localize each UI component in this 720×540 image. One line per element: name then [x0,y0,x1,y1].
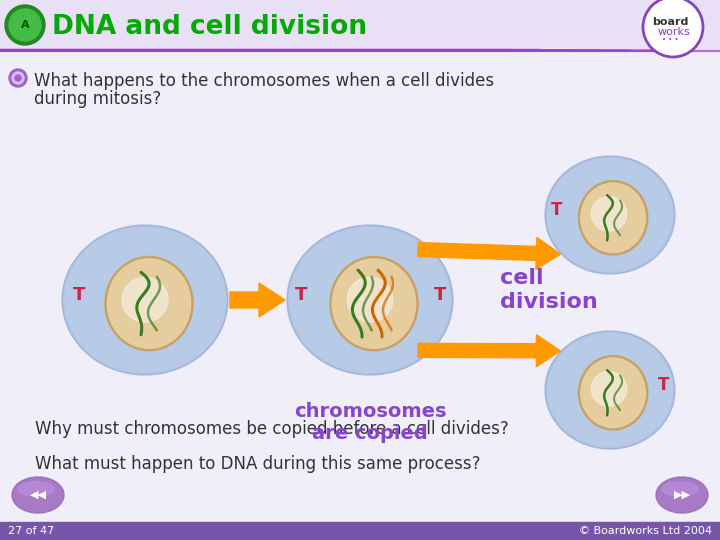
Circle shape [9,9,41,41]
Circle shape [9,69,27,87]
Ellipse shape [662,482,698,496]
Text: A: A [21,20,30,30]
Text: cell
division: cell division [500,268,598,312]
Text: T: T [551,201,562,219]
Text: works: works [657,27,690,37]
Circle shape [5,5,45,45]
FancyArrow shape [230,283,285,317]
Ellipse shape [18,482,54,496]
Ellipse shape [545,156,675,274]
Ellipse shape [122,277,168,322]
Ellipse shape [330,256,418,351]
Bar [0,522,720,540]
FancyArrow shape [418,238,560,269]
Text: T: T [434,286,446,304]
Ellipse shape [12,477,64,513]
Text: • • •: • • • [662,37,678,43]
Text: during mitosis?: during mitosis? [34,90,161,108]
Ellipse shape [347,277,393,322]
Ellipse shape [578,180,648,255]
Text: chromosomes
are copied: chromosomes are copied [294,402,446,443]
Ellipse shape [333,259,415,348]
Ellipse shape [107,259,191,348]
Ellipse shape [591,372,627,406]
Bar [0,0,720,52]
Circle shape [15,75,21,81]
Text: T: T [658,376,670,394]
Ellipse shape [545,331,675,449]
Text: What happens to the chromosomes when a cell divides: What happens to the chromosomes when a c… [34,72,494,90]
Text: ▶▶: ▶▶ [673,490,690,500]
Text: © Boardworks Ltd 2004: © Boardworks Ltd 2004 [579,526,712,536]
Ellipse shape [290,228,450,372]
Ellipse shape [62,225,228,375]
Ellipse shape [105,256,193,351]
Text: T: T [295,286,307,304]
Ellipse shape [656,477,708,513]
FancyArrow shape [418,335,560,367]
Text: DNA and cell division: DNA and cell division [52,14,367,40]
Ellipse shape [548,334,672,446]
Circle shape [643,0,703,57]
Text: board: board [652,17,688,27]
Text: ◀◀: ◀◀ [30,490,47,500]
Ellipse shape [578,355,648,430]
Ellipse shape [581,183,645,253]
Text: T: T [73,286,86,304]
Ellipse shape [287,225,453,375]
Text: Why must chromosomes be copied before a cell divides?: Why must chromosomes be copied before a … [35,420,509,438]
Ellipse shape [548,159,672,271]
Text: 27 of 47: 27 of 47 [8,526,54,536]
Ellipse shape [65,228,225,372]
Ellipse shape [591,197,627,231]
Ellipse shape [581,358,645,428]
Text: What must happen to DNA during this same process?: What must happen to DNA during this same… [35,455,480,473]
Circle shape [12,72,24,84]
